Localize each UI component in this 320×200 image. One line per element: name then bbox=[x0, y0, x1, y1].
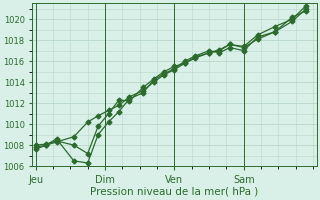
X-axis label: Pression niveau de la mer( hPa ): Pression niveau de la mer( hPa ) bbox=[90, 187, 259, 197]
